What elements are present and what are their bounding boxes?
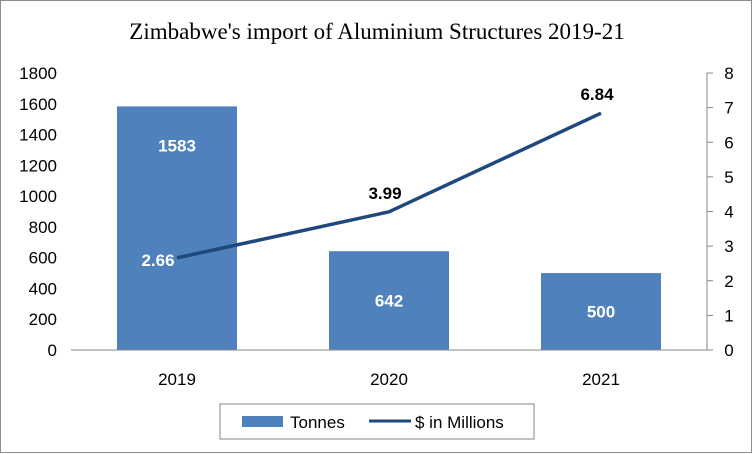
x-axis-category-label: 2021 — [582, 370, 620, 389]
left-axis-tick-label: 200 — [29, 310, 57, 329]
line-data-label: 3.99 — [368, 184, 401, 203]
left-axis-tick-label: 800 — [29, 218, 57, 237]
right-axis-tick-label: 5 — [724, 168, 733, 187]
dollars-line — [176, 111, 602, 260]
legend: Tonnes $ in Millions — [219, 403, 535, 440]
line-data-label: 6.84 — [580, 85, 614, 104]
left-axis-tick-label: 1400 — [19, 126, 57, 145]
right-axis-tick-label: 4 — [724, 203, 733, 222]
left-axis-ticks: 0 200 400 600 800 1000 1200 1400 1600 1800 — [19, 64, 57, 360]
bar-2021 — [541, 273, 661, 350]
x-axis-category-label: 2020 — [370, 370, 408, 389]
bar-2019 — [117, 106, 237, 350]
line-data-labels: 2.66 3.99 6.84 — [141, 85, 614, 270]
x-axis-category-labels: 2019 2020 2021 — [158, 370, 620, 389]
left-axis-tick-label: 0 — [48, 341, 57, 360]
legend-swatch-tonnes — [242, 416, 283, 427]
line-data-label: 2.66 — [141, 251, 174, 270]
left-axis-tick-label: 600 — [29, 249, 57, 268]
bar-2020 — [329, 251, 449, 350]
right-axis-tick-label: 7 — [724, 99, 733, 118]
legend-label-dollars: $ in Millions — [415, 413, 504, 432]
right-axis-tick-label: 1 — [724, 306, 733, 325]
left-axis-tick-label: 1800 — [19, 64, 57, 83]
right-axis-tick-label: 2 — [724, 272, 733, 291]
legend-label-tonnes: Tonnes — [290, 413, 345, 432]
right-axis-tick-label: 3 — [724, 237, 733, 256]
bar-data-label: 1583 — [158, 136, 196, 155]
x-axis-category-label: 2019 — [158, 370, 196, 389]
bar-data-label: 642 — [375, 292, 403, 311]
left-axis-tick-label: 1000 — [19, 187, 57, 206]
bar-series-tonnes — [117, 106, 661, 350]
left-axis-tick-label: 1600 — [19, 95, 57, 114]
right-axis-tick-label: 8 — [724, 64, 733, 83]
line-series-dollars — [176, 111, 602, 260]
bar-data-label: 500 — [587, 303, 615, 322]
right-axis-tick-label: 0 — [724, 341, 733, 360]
bar-data-labels: 1583 642 500 — [158, 136, 615, 321]
right-axis-tick-label: 6 — [724, 133, 733, 152]
chart-title: Zimbabwe's import of Aluminium Structure… — [129, 19, 624, 44]
right-axis-ticks: 0 1 2 3 4 5 6 7 8 — [707, 64, 734, 360]
left-axis-tick-label: 400 — [29, 279, 57, 298]
left-axis-tick-label: 1200 — [19, 156, 57, 175]
